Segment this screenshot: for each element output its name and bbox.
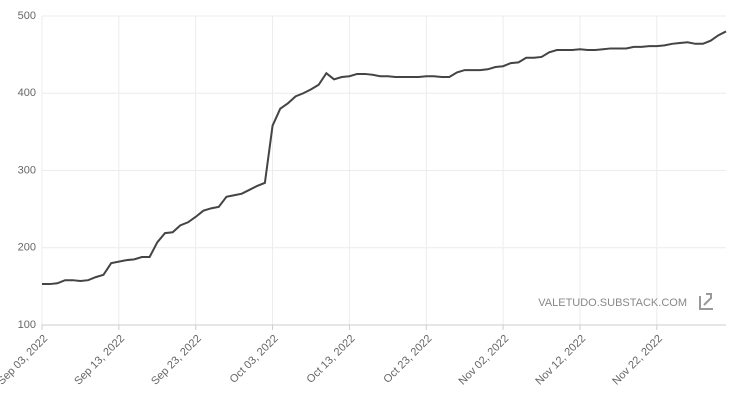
watermark: VALETUDO.SUBSTACK.COM	[538, 297, 687, 309]
y-tick-label: 500	[18, 10, 36, 22]
x-tick-label: Oct 23, 2022	[381, 333, 434, 386]
x-tick-label: Nov 12, 2022	[533, 333, 588, 388]
x-tick-label: Sep 23, 2022	[149, 333, 204, 388]
y-tick-label: 400	[18, 87, 36, 99]
x-tick-label: Nov 02, 2022	[457, 333, 512, 388]
y-tick-label: 100	[18, 319, 36, 331]
x-tick-label: Sep 03, 2022	[0, 333, 50, 388]
x-tick-label: Nov 22, 2022	[610, 333, 665, 388]
y-tick-label: 200	[18, 242, 36, 254]
external-link-icon	[699, 293, 713, 310]
x-tick-label: Oct 03, 2022	[228, 333, 281, 386]
line-series	[42, 30, 727, 286]
x-tick-label: Sep 13, 2022	[72, 333, 127, 388]
axes: 100 200 300 400 500 Sep 03, 2022 Sep 13, 2022 S…	[0, 10, 727, 388]
x-tick-label: Oct 13, 2022	[305, 333, 358, 386]
y-tick-label: 300	[18, 164, 36, 176]
